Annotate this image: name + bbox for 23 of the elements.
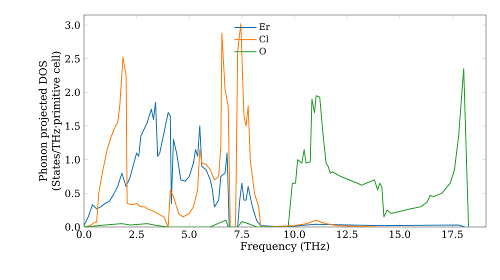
line-series <box>84 102 466 227</box>
x-tick-label: 2.5 <box>129 230 144 238</box>
y-tick-label: 3.0 <box>65 21 80 29</box>
y-tick-label: 2.5 <box>65 54 80 63</box>
y-tick-label: 0.5 <box>65 190 80 198</box>
x-tick-label: 12.5 <box>337 230 358 238</box>
y-tick-label: 1.5 <box>66 122 80 130</box>
x-tick-label: 15.0 <box>390 230 410 238</box>
y-tick-label: 0.0 <box>65 223 80 231</box>
x-tick-label: 7.5 <box>234 230 250 238</box>
legend-label: O <box>259 48 266 55</box>
y-tick-label: 1.0 <box>66 156 80 164</box>
x-axis-title: Frequency (THz) <box>240 242 330 252</box>
legend-label: Cl <box>259 35 268 42</box>
legend-label: Er <box>259 23 270 30</box>
x-tick-label: 5.0 <box>182 230 197 238</box>
x-tick-label: 10.0 <box>284 230 305 238</box>
y-tick-label: 2.0 <box>65 88 80 96</box>
y-axis-title: Phonon projected DOS (States/THz·primitive cell) <box>38 52 62 190</box>
x-tick-label: 0.0 <box>76 230 92 238</box>
x-tick-label: 17.5 <box>442 230 463 238</box>
line-series <box>84 68 470 227</box>
line-series <box>84 23 380 227</box>
